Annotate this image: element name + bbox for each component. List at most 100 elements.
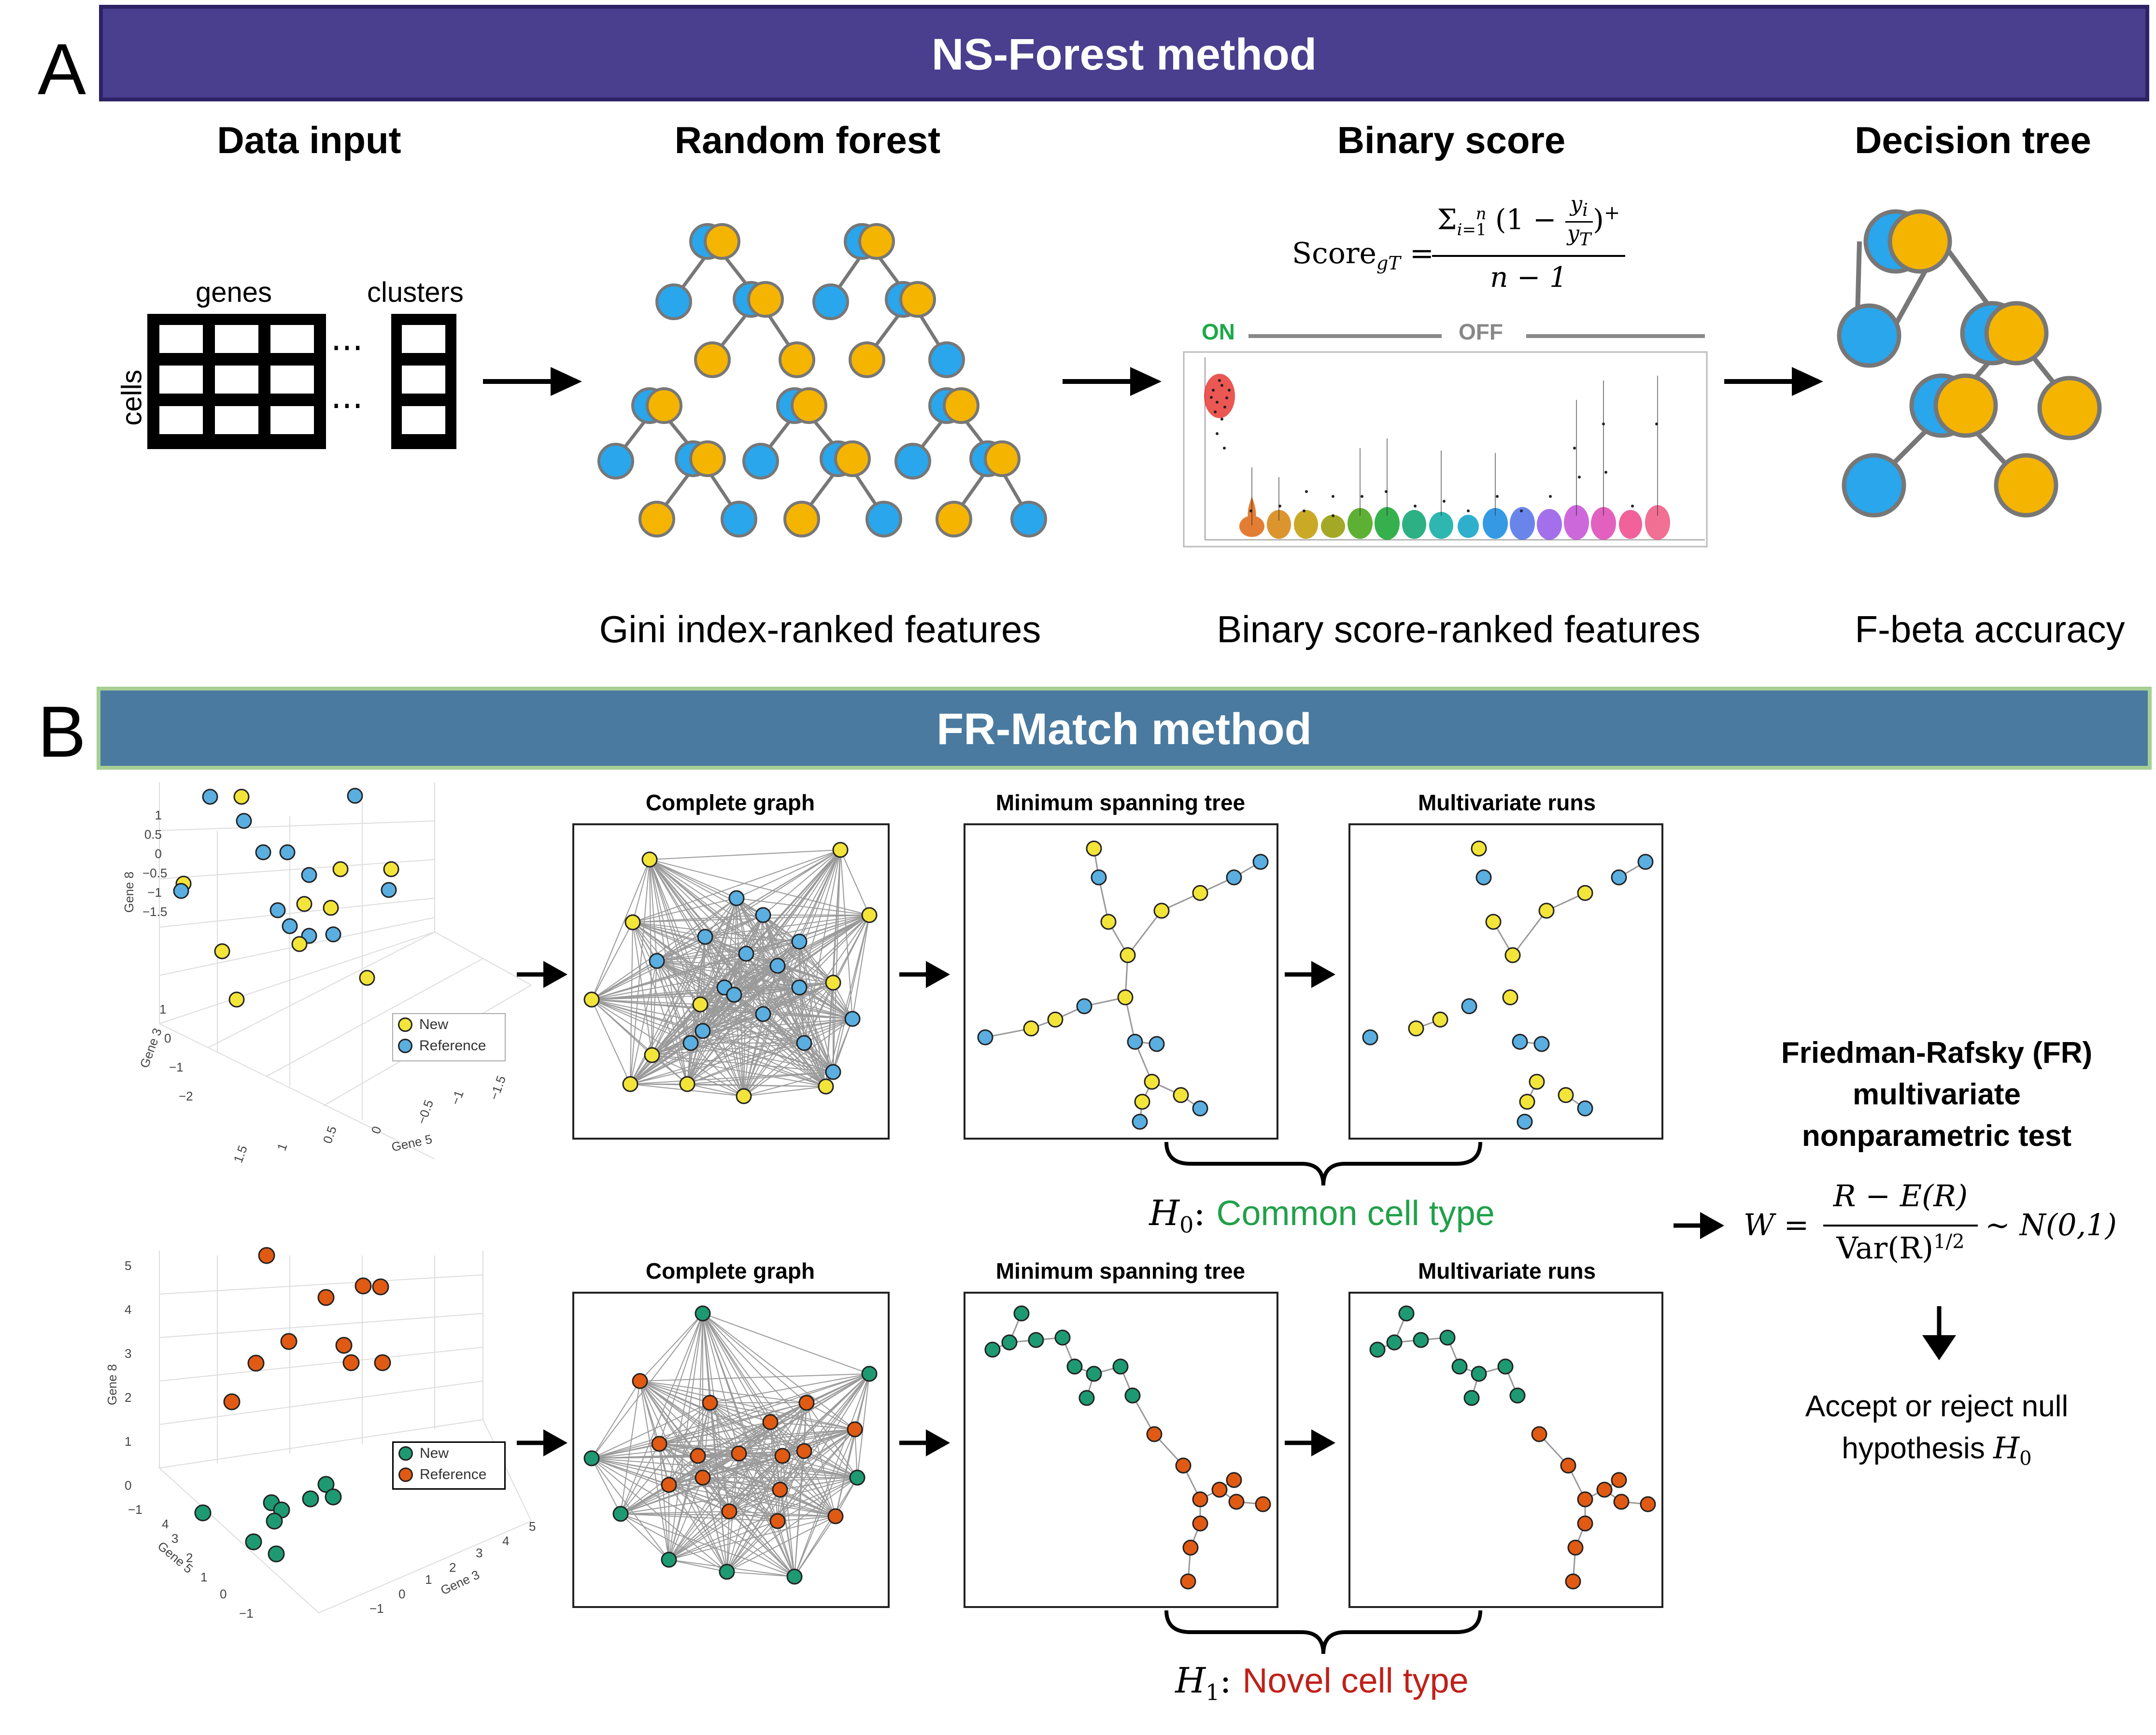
graph-node bbox=[1408, 1020, 1424, 1037]
graph-edge bbox=[652, 915, 870, 1056]
bottom-legend-new: New bbox=[394, 1443, 504, 1464]
graph-node bbox=[721, 1503, 738, 1520]
graph-node bbox=[796, 1443, 812, 1459]
graph-edge bbox=[726, 1571, 795, 1577]
graph-edge bbox=[591, 960, 657, 1000]
graph-node bbox=[644, 1047, 660, 1063]
graph-node bbox=[984, 1341, 1001, 1358]
graph-edge bbox=[729, 1489, 780, 1512]
graph-edge bbox=[729, 1455, 783, 1512]
graph-edge bbox=[702, 1477, 780, 1490]
graph-edge bbox=[804, 849, 841, 1044]
graph-edge bbox=[763, 915, 853, 1019]
graph-edge bbox=[743, 915, 764, 1097]
graph-edge bbox=[630, 1004, 701, 1085]
graph-node bbox=[728, 890, 745, 906]
caption-gini: Gini index-ranked features bbox=[599, 608, 1041, 650]
h1-label: H1: Novel cell type bbox=[1175, 1660, 1469, 1706]
svg-text:···: ··· bbox=[331, 386, 363, 426]
graph-edge bbox=[632, 922, 652, 1056]
random-forest-diagram bbox=[597, 223, 1047, 537]
graph-node bbox=[796, 1035, 812, 1051]
graph-edge bbox=[763, 1014, 826, 1087]
graph-edge bbox=[656, 941, 800, 961]
graph-node bbox=[1560, 1457, 1576, 1474]
graph-edge bbox=[702, 1018, 853, 1031]
on-off-line-left bbox=[1248, 334, 1442, 338]
graph-edge bbox=[620, 1477, 703, 1514]
graph-edge bbox=[794, 1373, 870, 1577]
graph-edge bbox=[591, 898, 737, 1000]
graph-node bbox=[832, 842, 849, 858]
graph-edge bbox=[659, 1443, 858, 1478]
graph-node bbox=[1475, 869, 1492, 886]
graph-edge bbox=[702, 1313, 771, 1423]
graph-node bbox=[1173, 1087, 1189, 1103]
graph-edge bbox=[591, 999, 691, 1044]
graph-edge bbox=[702, 1313, 858, 1478]
graph-edge bbox=[738, 1429, 855, 1454]
graph-edge bbox=[777, 965, 853, 1019]
bottom-legend: New Reference bbox=[392, 1441, 506, 1490]
graph-node bbox=[738, 945, 754, 962]
graph-node bbox=[661, 1477, 677, 1493]
graph-edge bbox=[833, 849, 841, 1072]
legend-dot-new bbox=[398, 1017, 412, 1032]
graph-edge bbox=[632, 922, 691, 1044]
graph-edge bbox=[620, 1484, 669, 1514]
graph-edge bbox=[659, 1429, 855, 1444]
fr-match-banner: FR-Match method bbox=[97, 687, 2152, 770]
graph-edge bbox=[632, 915, 764, 923]
cells-label: cells bbox=[116, 369, 148, 426]
graph-edge bbox=[652, 936, 706, 1056]
graph-edge bbox=[591, 999, 805, 1044]
graph-node bbox=[1211, 1481, 1228, 1498]
svg-text:−1: −1 bbox=[369, 1601, 384, 1616]
fr-test-title: Friedman-Rafsky (FR) multivariate nonpar… bbox=[1781, 1036, 2093, 1153]
graph-edge bbox=[620, 1453, 739, 1514]
graph-edge bbox=[652, 1043, 805, 1056]
graph-edge bbox=[697, 1313, 703, 1456]
graph-edge bbox=[639, 1373, 870, 1382]
graph-node bbox=[726, 987, 742, 1003]
graph-edge bbox=[652, 1055, 744, 1097]
graph-edge bbox=[702, 1313, 855, 1430]
graph-node bbox=[1577, 1100, 1593, 1116]
fr-formula: W = R − E(R) Var(R)1/2 ~ N(0,1) bbox=[1744, 1178, 2117, 1266]
graph-node bbox=[695, 1469, 711, 1486]
graph-edge bbox=[777, 965, 834, 983]
graph-node bbox=[1432, 1011, 1448, 1028]
graph-edge bbox=[794, 1451, 805, 1577]
graph-node bbox=[755, 907, 771, 923]
graph-node bbox=[1439, 1329, 1456, 1346]
stage-title-data-input: Data input bbox=[217, 119, 401, 161]
graph-node bbox=[1413, 1332, 1429, 1348]
graph-node bbox=[1175, 1457, 1191, 1474]
panel-b-letter: B bbox=[38, 691, 86, 772]
graph-edge bbox=[620, 1513, 795, 1577]
graph-edge bbox=[656, 960, 778, 966]
graph-edge bbox=[794, 1429, 855, 1577]
graph-node bbox=[861, 1366, 878, 1382]
score-formula: ScoregT = Σi=1n (1 − yi yT)+ n − 1 bbox=[1292, 193, 1640, 304]
graph-edge bbox=[702, 1030, 805, 1044]
graph-edge bbox=[652, 982, 834, 1056]
graph-edge bbox=[591, 1429, 855, 1459]
graph-edge bbox=[591, 936, 706, 1000]
graph-node bbox=[695, 1305, 711, 1322]
graph-edge bbox=[656, 898, 737, 961]
svg-text:3: 3 bbox=[476, 1546, 482, 1560]
graph-node bbox=[772, 1481, 788, 1498]
graph-edge bbox=[702, 1313, 870, 1374]
graph-edge bbox=[700, 1004, 853, 1019]
graph-edge bbox=[591, 1458, 621, 1514]
graph-edge bbox=[630, 982, 834, 1085]
graph-edge bbox=[620, 1513, 727, 1572]
graph-edge bbox=[652, 898, 737, 1056]
graph-node bbox=[1398, 1305, 1415, 1322]
graph-node bbox=[1509, 1387, 1526, 1404]
graph-node bbox=[736, 1088, 752, 1104]
graph-edge bbox=[702, 1477, 778, 1522]
graph-edge bbox=[687, 849, 841, 1085]
graph-edge bbox=[668, 1484, 727, 1572]
